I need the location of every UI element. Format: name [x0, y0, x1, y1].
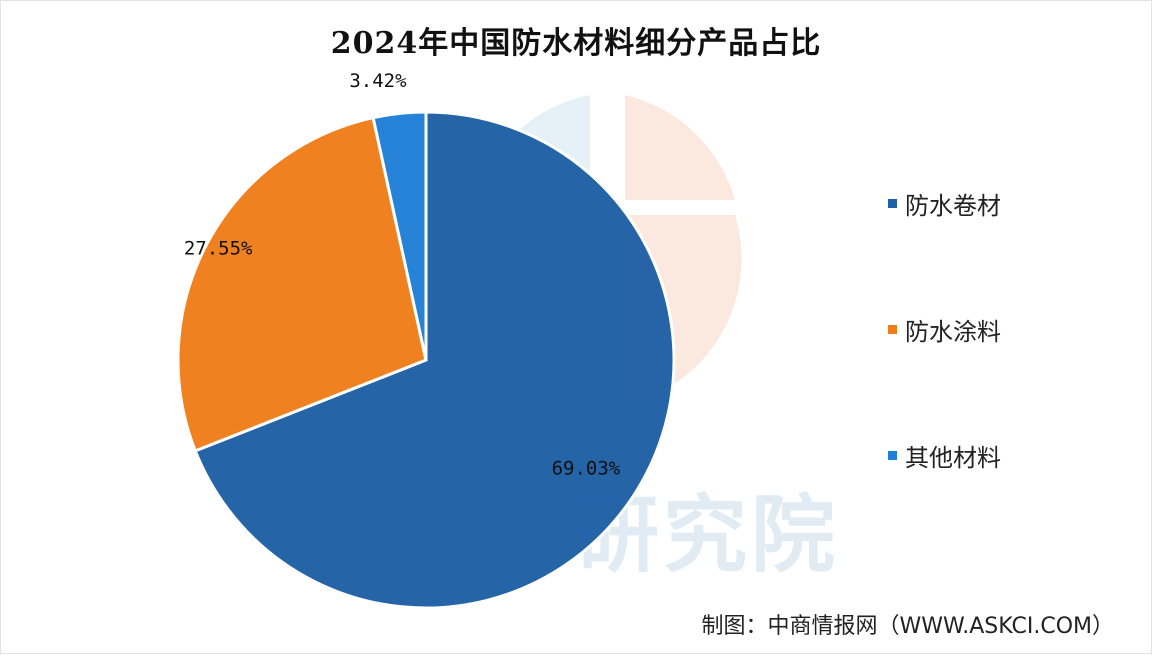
legend-label: 防水涂料: [905, 317, 1001, 346]
legend-item: 其他材料: [888, 434, 1001, 476]
chart-title: 2024年中国防水材料细分产品占比: [330, 26, 822, 61]
pie-slice: [193, 110, 676, 610]
slice-data-label: 27.55%: [184, 238, 253, 260]
slice-data-label: 69.03%: [552, 457, 621, 479]
legend-item: 防水涂料: [888, 308, 1001, 350]
legend-swatch: [888, 324, 897, 334]
legend-item: 防水卷材: [888, 182, 1001, 224]
legend-label: 防水卷材: [905, 191, 1001, 220]
slice-data-label: 3.42%: [349, 70, 407, 92]
pie-slice: [371, 110, 428, 361]
source-credit: 制图：中商情报网（WWW.ASKCI.COM）: [701, 614, 1114, 639]
legend-swatch: [888, 198, 897, 208]
legend-swatch: [888, 450, 897, 460]
legend-label: 其他材料: [905, 443, 1001, 472]
pie-slice: [176, 115, 428, 453]
legend: 防水卷材 防水涂料 其他材料: [888, 182, 1001, 560]
